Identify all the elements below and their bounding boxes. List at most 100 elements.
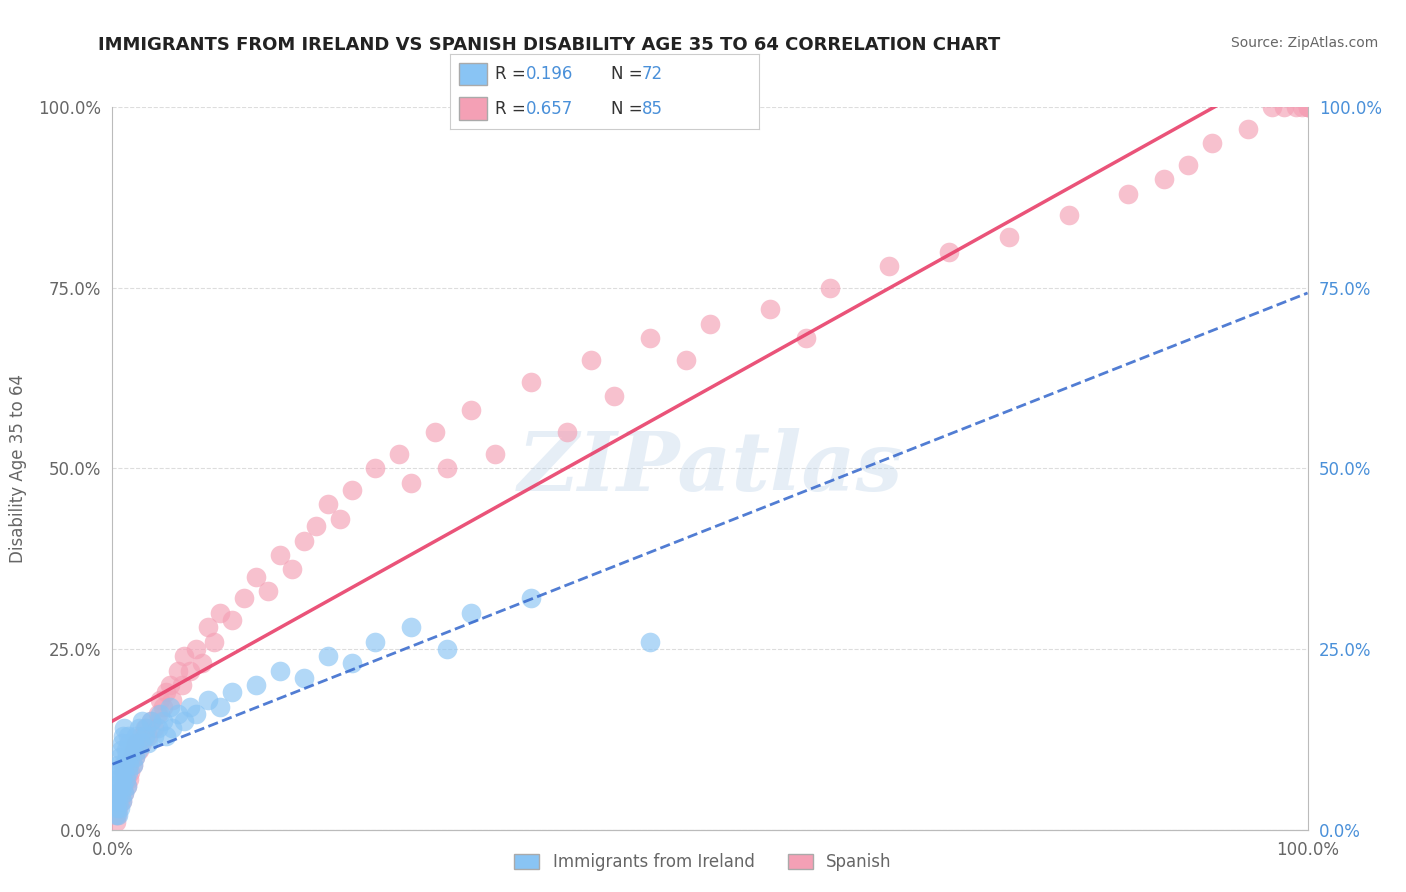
Point [938,244,960,259]
Point [1285,100,1308,114]
Point [257,584,280,599]
Text: N =: N = [610,100,648,118]
Point [640,331,662,345]
Point [124,750,146,764]
Point [114,772,136,786]
Point [107,772,129,786]
Point [152,714,174,728]
Point [167,664,190,678]
Point [221,613,243,627]
Point [131,714,153,728]
Point [316,498,339,512]
Text: Source: ZipAtlas.com: Source: ZipAtlas.com [1230,36,1378,50]
Point [460,606,482,620]
Point [292,533,315,548]
Point [108,801,131,815]
Point [159,678,181,692]
Point [129,736,152,750]
Point [114,787,135,801]
Point [128,722,150,736]
Point [114,772,136,786]
Point [112,757,135,772]
Point [329,512,352,526]
Point [115,779,138,793]
Point [134,729,156,743]
FancyBboxPatch shape [460,97,486,120]
Point [105,764,128,779]
Point [139,714,162,728]
Point [579,352,602,367]
Point [125,736,148,750]
Point [603,389,626,403]
Text: R =: R = [495,65,531,83]
Point [233,591,256,606]
Point [245,678,267,692]
Point [110,743,132,757]
Point [122,736,145,750]
Point [139,714,162,728]
Point [401,620,423,634]
Point [269,664,291,678]
Point [105,801,128,815]
Point [388,447,411,461]
Point [1153,172,1175,186]
Point [155,729,177,743]
Point [111,772,134,786]
Point [401,475,423,490]
Point [209,606,232,620]
Point [364,634,387,648]
Point [191,657,214,671]
Point [143,722,166,736]
Point [436,642,458,657]
Point [120,764,142,779]
Point [114,787,135,801]
Y-axis label: Disability Age 35 to 64: Disability Age 35 to 64 [10,374,27,563]
Legend: Immigrants from Ireland, Spanish: Immigrants from Ireland, Spanish [506,845,900,880]
Point [110,764,132,779]
Point [179,664,201,678]
Point [118,772,141,786]
Point [138,736,160,750]
Point [107,757,129,772]
Point [520,591,543,606]
Point [105,787,128,801]
Point [122,743,145,757]
Point [125,729,148,743]
Point [111,736,134,750]
Point [138,729,160,743]
Point [127,743,149,757]
Point [135,722,157,736]
Point [179,699,201,714]
Point [699,317,721,331]
Point [281,562,304,576]
Text: 0.196: 0.196 [526,65,574,83]
Text: ZIPatlas: ZIPatlas [517,428,903,508]
Point [162,692,183,706]
Point [675,352,697,367]
Point [794,331,817,345]
Point [1057,209,1080,223]
Point [118,736,141,750]
Point [159,699,181,714]
Point [170,678,193,692]
Point [117,764,139,779]
Point [316,649,339,664]
Point [162,722,183,736]
Point [520,375,543,389]
Point [104,794,127,808]
Point [121,757,143,772]
Point [112,779,135,793]
Point [173,714,195,728]
Point [124,750,146,764]
Point [110,787,132,801]
Point [112,779,135,793]
Text: 85: 85 [641,100,662,118]
Point [111,794,134,808]
Point [1296,100,1319,114]
Point [105,779,128,793]
Point [186,706,208,721]
Point [173,649,195,664]
Point [152,699,174,714]
Point [134,722,156,736]
Point [269,548,291,562]
